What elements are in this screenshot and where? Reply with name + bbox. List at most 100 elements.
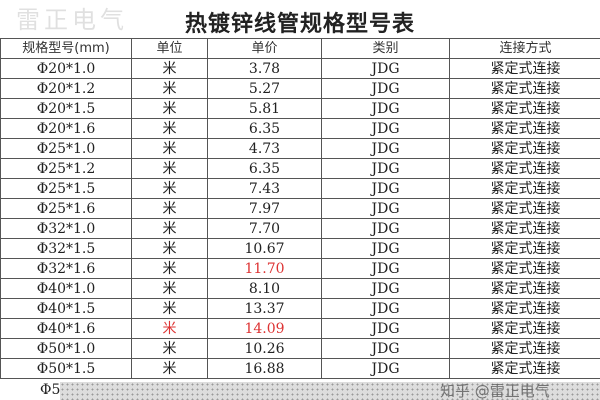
table-row: Φ25*1.2 米 6.35 JDG 紧定式连接	[0, 158, 600, 179]
table-cell: 米	[131, 278, 208, 299]
table-cell: 米	[131, 98, 208, 119]
table-cell: Φ20*1.5	[0, 98, 132, 119]
table-cell: Φ32*1.5	[0, 238, 132, 259]
table-cell: 8.10	[207, 278, 322, 299]
table-cell: 4.73	[207, 138, 322, 159]
partial-row-spec: Φ5	[40, 382, 61, 398]
table-cell: JDG	[321, 78, 450, 99]
table-cell: 10.26	[207, 338, 322, 359]
table-cell: 紧定式连接	[449, 358, 600, 379]
table-cell: Φ20*1.0	[0, 58, 132, 79]
table-cell: Φ50*1.0	[0, 338, 132, 359]
table-cell: JDG	[321, 298, 450, 319]
table-cell: Φ50*1.5	[0, 358, 132, 379]
table-cell: 紧定式连接	[449, 218, 600, 239]
table-cell: 紧定式连接	[449, 78, 600, 99]
table-cell: 5.27	[207, 78, 322, 99]
table-cell: Φ40*1.5	[0, 298, 132, 319]
table-cell: 5.81	[207, 98, 322, 119]
table-cell: 紧定式连接	[449, 138, 600, 159]
table-cell: Φ25*1.2	[0, 158, 132, 179]
table-cell: 米	[131, 358, 208, 379]
table-cell: 紧定式连接	[449, 278, 600, 299]
table-cell: 7.43	[207, 178, 322, 199]
table-cell: JDG	[321, 238, 450, 259]
table-cell: Φ32*1.0	[0, 218, 132, 239]
table-cell: 米	[131, 258, 208, 279]
table-cell: 10.67	[207, 238, 322, 259]
table-cell: 紧定式连接	[449, 118, 600, 139]
table-cell: 紧定式连接	[449, 198, 600, 219]
table-row: Φ25*1.0 米 4.73 JDG 紧定式连接	[0, 138, 600, 159]
table-cell: JDG	[321, 198, 450, 219]
table-cell: Φ25*1.5	[0, 178, 132, 199]
background-watermark: 雷正电气	[16, 6, 128, 34]
table-cell: 13.37	[207, 298, 322, 319]
column-header: 类别	[321, 38, 450, 59]
table-cell: Φ32*1.6	[0, 258, 132, 279]
table-cell: 紧定式连接	[449, 318, 600, 339]
table-cell: Φ20*1.2	[0, 78, 132, 99]
table-cell: 紧定式连接	[449, 338, 600, 359]
table-row: Φ20*1.0 米 3.78 JDG 紧定式连接	[0, 58, 600, 79]
table-cell: JDG	[321, 358, 450, 379]
page-title: 热镀锌线管规格型号表	[184, 12, 415, 37]
table-cell: 6.35	[207, 118, 322, 139]
table-row: Φ25*1.5 米 7.43 JDG 紧定式连接	[0, 178, 600, 199]
table-cell: 紧定式连接	[449, 298, 600, 319]
table-cell: JDG	[321, 218, 450, 239]
table-cell: 紧定式连接	[449, 178, 600, 199]
table-cell: 3.78	[207, 58, 322, 79]
table-cell: JDG	[321, 258, 450, 279]
table-cell: 米	[131, 318, 208, 339]
table-cell: 紧定式连接	[449, 58, 600, 79]
table-cell: JDG	[321, 178, 450, 199]
table-cell: 米	[131, 338, 208, 359]
table-cell: JDG	[321, 118, 450, 139]
table-cell: 米	[131, 178, 208, 199]
image-overlay	[60, 382, 600, 400]
table-cell: JDG	[321, 138, 450, 159]
table-cell: 米	[131, 198, 208, 219]
table-row: Φ20*1.2 米 5.27 JDG 紧定式连接	[0, 78, 600, 99]
table-row: Φ50*1.0 米 10.26 JDG 紧定式连接	[0, 338, 600, 359]
table-cell: JDG	[321, 278, 450, 299]
table-row: Φ40*1.5 米 13.37 JDG 紧定式连接	[0, 298, 600, 319]
table-cell: JDG	[321, 158, 450, 179]
table-row: Φ20*1.6 米 6.35 JDG 紧定式连接	[0, 118, 600, 139]
table-cell: 米	[131, 58, 208, 79]
table-cell: 米	[131, 218, 208, 239]
table-cell: 6.35	[207, 158, 322, 179]
table-cell: JDG	[321, 338, 450, 359]
table-cell: Φ25*1.0	[0, 138, 132, 159]
table-cell: Φ20*1.6	[0, 118, 132, 139]
table-cell: 米	[131, 238, 208, 259]
table-cell: 16.88	[207, 358, 322, 379]
table-cell: 11.70	[207, 258, 322, 279]
table-row: Φ20*1.5 米 5.81 JDG 紧定式连接	[0, 98, 600, 119]
table-cell: 紧定式连接	[449, 258, 600, 279]
column-header: 单价	[207, 38, 322, 59]
table-cell: 米	[131, 158, 208, 179]
table-cell: JDG	[321, 58, 450, 79]
table-cell: 紧定式连接	[449, 98, 600, 119]
table-cell: 14.09	[207, 318, 322, 339]
source-watermark: 知乎 @雷正电气	[440, 382, 550, 400]
table-cell: JDG	[321, 318, 450, 339]
table-cell: Φ40*1.6	[0, 318, 132, 339]
header-row: 规格型号(mm) 单位 单价 类别 连接方式	[0, 38, 600, 59]
table-cell: 米	[131, 138, 208, 159]
table-row: Φ32*1.5 米 10.67 JDG 紧定式连接	[0, 238, 600, 259]
table-cell: Φ25*1.6	[0, 198, 132, 219]
table-cell: 7.97	[207, 198, 322, 219]
table-row: Φ40*1.6 米 14.09 JDG 紧定式连接	[0, 318, 600, 339]
table-row: Φ40*1.0 米 8.10 JDG 紧定式连接	[0, 278, 600, 299]
column-header: 连接方式	[449, 38, 600, 59]
table-cell: 米	[131, 298, 208, 319]
spec-table: 规格型号(mm) 单位 单价 类别 连接方式 Φ20*1.0 米 3.78 JDG 紧定式连接 Φ…	[0, 38, 600, 379]
table-cell: 紧定式连接	[449, 158, 600, 179]
table-cell: JDG	[321, 98, 450, 119]
table-row: Φ32*1.6 米 11.70 JDG 紧定式连接	[0, 258, 600, 279]
column-header: 单位	[131, 38, 208, 59]
table-row: Φ50*1.5 米 16.88 JDG 紧定式连接	[0, 358, 600, 379]
